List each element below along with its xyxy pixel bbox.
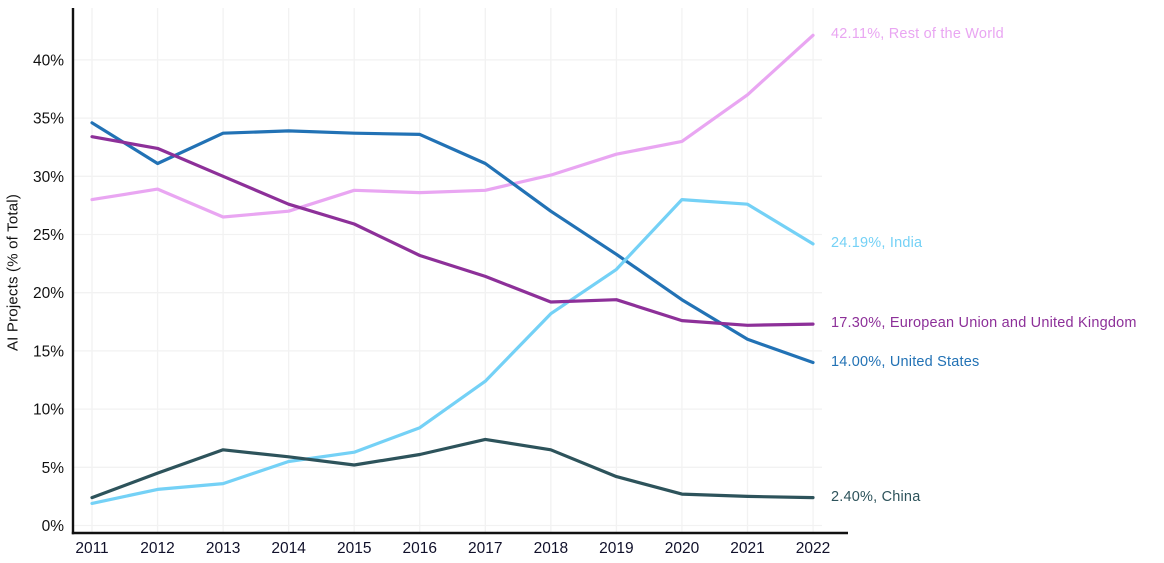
y-tick-label-30: 30% <box>33 169 64 186</box>
x-tick-label-2014: 2014 <box>271 540 306 557</box>
x-tick-label-2018: 2018 <box>534 540 568 557</box>
y-tick-label-20: 20% <box>33 285 64 302</box>
series-line-china <box>90 437 815 500</box>
y-tick-label-25: 25% <box>33 227 64 244</box>
series-line-rest-of-the-world <box>90 33 815 219</box>
y-tick-label-5: 5% <box>42 460 65 477</box>
series-line-united-states <box>90 121 815 365</box>
x-tick-label-2016: 2016 <box>403 540 437 557</box>
y-tick-label-15: 15% <box>33 343 64 360</box>
x-tick-label-2022: 2022 <box>796 540 830 557</box>
y-tick-label-0: 0% <box>42 518 65 535</box>
x-tick-label-2015: 2015 <box>337 540 371 557</box>
series-line-india <box>90 198 815 505</box>
series-end-label-rest-of-the-world: 42.11%, Rest of the World <box>831 26 1004 43</box>
x-tick-label-2020: 2020 <box>665 540 700 557</box>
y-tick-label-35: 35% <box>33 111 64 128</box>
series-line-european-union-and-united-kingdom <box>90 135 815 327</box>
y-tick-label-10: 10% <box>33 402 64 419</box>
series-end-label-united-states: 14.00%, United States <box>831 353 980 370</box>
x-tick-label-2012: 2012 <box>140 540 174 557</box>
series-end-label-china: 2.40%, China <box>831 488 921 505</box>
series-end-label-european-union-and-united-kingdom: 17.30%, European Union and United Kingdo… <box>831 315 1137 332</box>
x-tick-label-2021: 2021 <box>730 540 764 557</box>
x-tick-label-2017: 2017 <box>468 540 502 557</box>
series-end-label-india: 24.19%, India <box>831 234 923 251</box>
y-tick-label-40: 40% <box>33 52 64 69</box>
x-tick-label-2013: 2013 <box>206 540 240 557</box>
x-tick-label-2019: 2019 <box>599 540 633 557</box>
x-tick-label-2011: 2011 <box>75 540 108 557</box>
